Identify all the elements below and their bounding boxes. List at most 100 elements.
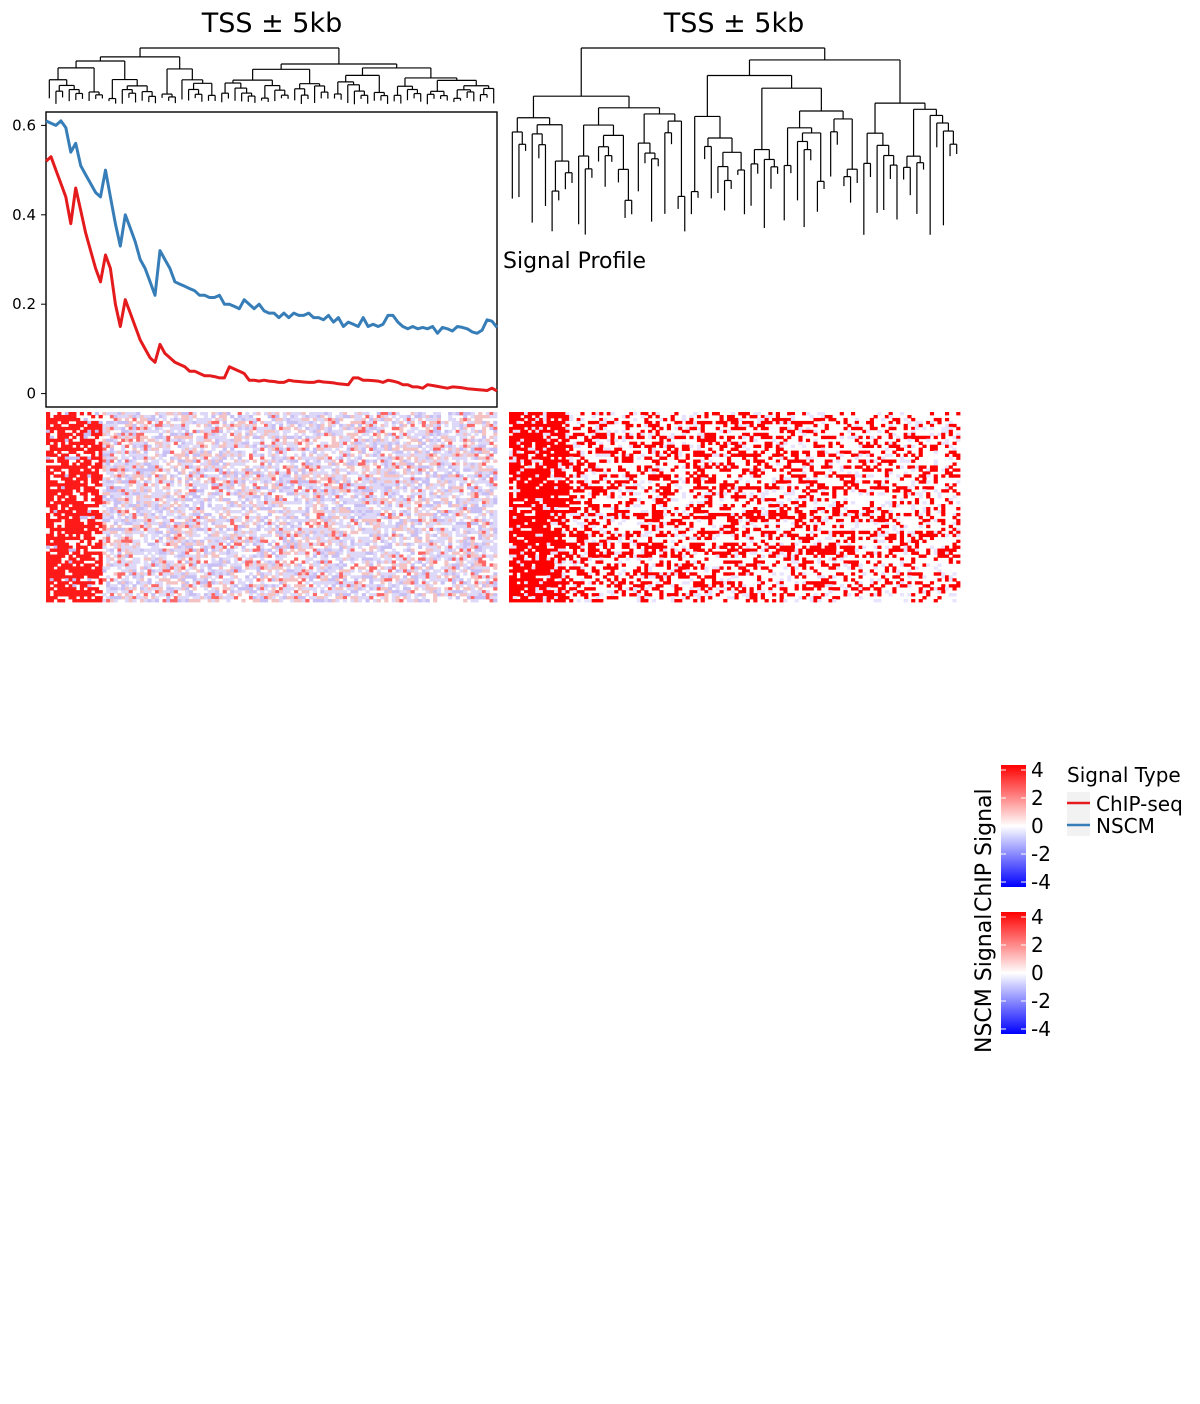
heatmap-cell <box>174 439 178 442</box>
heatmap-cell <box>444 563 448 566</box>
heatmap-cell <box>87 513 91 516</box>
heatmap-cell <box>69 522 73 525</box>
heatmap-cell <box>459 477 463 480</box>
heatmap-cell <box>185 442 189 445</box>
heatmap-cell <box>163 504 167 507</box>
heatmap-cell <box>452 557 456 560</box>
heatmap-cell <box>159 498 163 501</box>
heatmap-cell <box>272 439 276 442</box>
heatmap-cell <box>80 569 84 572</box>
heatmap-cell <box>275 412 279 415</box>
heatmap-cell <box>392 563 396 566</box>
heatmap-cell <box>283 457 287 460</box>
heatmap-cell <box>403 513 407 516</box>
heatmap-cell <box>422 460 426 463</box>
heatmap-cell <box>392 474 396 477</box>
heatmap-cell <box>241 427 245 430</box>
heatmap-cell <box>223 525 227 528</box>
heatmap-cell <box>456 498 460 501</box>
heatmap-cell <box>189 477 193 480</box>
heatmap-cell <box>159 433 163 436</box>
heatmap-cell <box>253 442 257 445</box>
heatmap-cell <box>279 483 283 486</box>
heatmap-cell <box>151 415 155 418</box>
heatmap-cell <box>358 454 362 457</box>
heatmap-cell <box>396 457 400 460</box>
heatmap-cell <box>204 454 208 457</box>
heatmap-cell <box>234 537 238 540</box>
heatmap-cell <box>121 427 125 430</box>
heatmap-cell <box>181 563 185 566</box>
heatmap-cell <box>140 519 144 522</box>
heatmap-cell <box>403 543 407 546</box>
heatmap-cell <box>478 468 482 471</box>
heatmap-cell <box>365 557 369 560</box>
heatmap-cell <box>114 501 118 504</box>
heatmap-cell <box>335 557 339 560</box>
heatmap-cell <box>268 433 272 436</box>
heatmap-cell <box>411 412 415 415</box>
heatmap-cell <box>290 501 294 504</box>
heatmap-cell <box>298 531 302 534</box>
heatmap-cell <box>204 424 208 427</box>
heatmap-cell <box>384 424 388 427</box>
heatmap-cell <box>61 471 65 474</box>
heatmap-cell <box>489 528 493 531</box>
heatmap-cell <box>422 543 426 546</box>
heatmap-cell <box>302 471 306 474</box>
heatmap-cell <box>117 474 121 477</box>
heatmap-cell <box>328 519 332 522</box>
heatmap-cell <box>486 534 490 537</box>
heatmap-cell <box>354 486 358 489</box>
heatmap-cell <box>249 430 253 433</box>
heatmap-cell <box>185 457 189 460</box>
heatmap-cell <box>298 448 302 451</box>
heatmap-cell <box>215 555 219 558</box>
heatmap-cell <box>294 546 298 549</box>
heatmap-cell <box>377 433 381 436</box>
heatmap-cell <box>354 510 358 513</box>
heatmap-cell <box>486 546 490 549</box>
heatmap-cell <box>384 448 388 451</box>
heatmap-cell <box>65 421 69 424</box>
heatmap-cell <box>163 430 167 433</box>
series-lines <box>46 121 497 391</box>
heatmap-cell <box>140 427 144 430</box>
heatmap-cell <box>226 412 230 415</box>
heatmap-cell <box>57 418 61 421</box>
heatmap-cell <box>181 555 185 558</box>
heatmap-cell <box>335 433 339 436</box>
heatmap-cell <box>245 531 249 534</box>
heatmap-cell <box>384 471 388 474</box>
heatmap-cell <box>159 454 163 457</box>
heatmap-cell <box>493 498 497 501</box>
heatmap-cell <box>76 522 80 525</box>
heatmap-cell <box>147 531 151 534</box>
heatmap-cell <box>463 557 467 560</box>
heatmap-cell <box>72 474 76 477</box>
heatmap-cell <box>163 495 167 498</box>
heatmap-cell <box>260 546 264 549</box>
heatmap-cell <box>317 454 321 457</box>
heatmap-cell <box>174 522 178 525</box>
heatmap-cell <box>482 415 486 418</box>
heatmap-cell <box>129 549 133 552</box>
heatmap-cell <box>268 480 272 483</box>
heatmap-cell <box>328 566 332 569</box>
heatmap-cell <box>114 436 118 439</box>
heatmap-cell <box>459 418 463 421</box>
heatmap-cell <box>174 489 178 492</box>
heatmap-cell <box>117 501 121 504</box>
heatmap-cell <box>486 451 490 454</box>
heatmap-cell <box>275 460 279 463</box>
heatmap-cell <box>343 480 347 483</box>
heatmap-cell <box>193 448 197 451</box>
heatmap-cell <box>482 528 486 531</box>
heatmap-cell <box>238 430 242 433</box>
heatmap-cell <box>437 412 441 415</box>
heatmap-cell <box>433 504 437 507</box>
heatmap-cell <box>305 474 309 477</box>
heatmap-cell <box>245 471 249 474</box>
heatmap-cell <box>283 427 287 430</box>
heatmap-cell <box>80 522 84 525</box>
